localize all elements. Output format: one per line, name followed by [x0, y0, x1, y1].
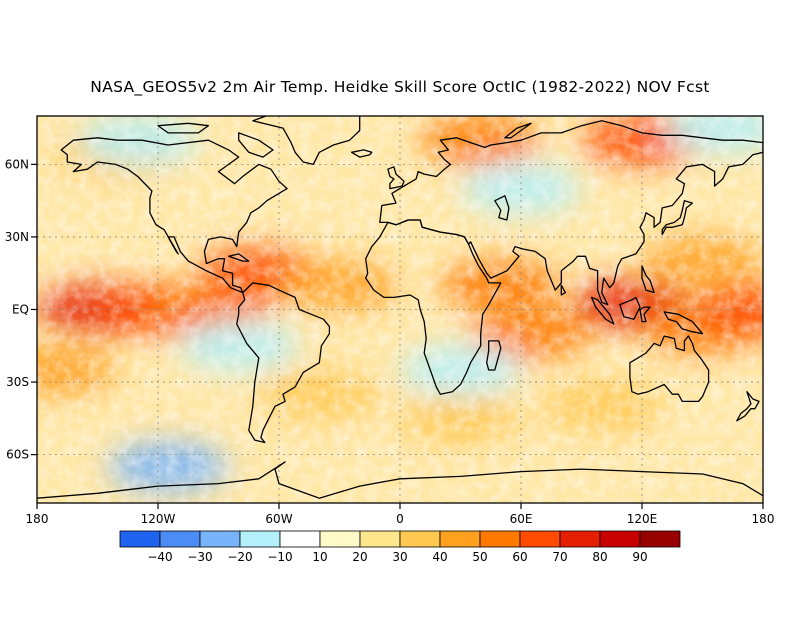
coast-antarctica — [37, 461, 763, 499]
y-tick-label: 60S — [6, 448, 29, 462]
y-tick-label: 60N — [5, 157, 29, 171]
colorbar-label: 10 — [312, 550, 327, 564]
coast-great-britain — [387, 166, 405, 190]
grid-lines — [37, 116, 763, 503]
x-tick-label: 180 — [26, 512, 49, 526]
colorbar-swatch — [439, 530, 481, 548]
coastlines — [37, 116, 763, 499]
coast-eurasia — [379, 120, 763, 306]
chart-title: NASA_GEOS5v2 2m Air Temp. Heidke Skill S… — [90, 78, 710, 96]
coast-australia — [629, 335, 710, 403]
x-tick-label: 60E — [510, 512, 533, 526]
x-tick-label: 60W — [265, 512, 292, 526]
plot-area — [37, 116, 763, 503]
colorbar-label: 80 — [592, 550, 607, 564]
coast-sumatra — [590, 296, 615, 325]
colorbar-label: −20 — [227, 550, 252, 564]
coast-japan — [661, 200, 694, 236]
colorbar-label: 20 — [352, 550, 367, 564]
colorbar-swatch — [279, 530, 321, 548]
colorbar-label: 50 — [472, 550, 487, 564]
colorbar-label: 90 — [632, 550, 647, 564]
y-tick-label: EQ — [12, 303, 29, 317]
colorbar-label: −40 — [147, 550, 172, 564]
x-tick-label: 120E — [627, 512, 658, 526]
colorbar-swatch — [399, 530, 441, 548]
coast-greenland — [252, 116, 361, 166]
colorbar-swatch — [519, 530, 561, 548]
x-tick-label: 0 — [396, 512, 404, 526]
coast-north-america — [60, 137, 288, 294]
colorbar-swatch — [599, 530, 641, 548]
x-axis-ticks: 180 120W 60W 0 60E 120E 180 — [26, 503, 775, 526]
coast-philippines — [641, 265, 655, 294]
colorbar-swatch — [639, 530, 681, 548]
colorbar-swatch — [159, 530, 201, 548]
coast-cuba — [227, 253, 250, 262]
colorbar-label: 70 — [552, 550, 567, 564]
colorbar-label: 40 — [432, 550, 447, 564]
colorbar-label: 30 — [392, 550, 407, 564]
coast-baffin — [238, 132, 274, 158]
coast-new-zealand — [736, 391, 760, 422]
coast-iceland — [350, 149, 373, 158]
coast-novaya-zemlya — [504, 122, 532, 139]
colorbar-swatch — [239, 530, 281, 548]
colorbar-label: 60 — [512, 550, 527, 564]
x-tick-label: 120W — [141, 512, 176, 526]
colorbar-swatch — [199, 530, 241, 548]
coast-new-guinea — [663, 311, 704, 335]
coast-madagascar — [486, 340, 502, 371]
colorbar-swatch — [479, 530, 521, 548]
colorbar-swatch — [559, 530, 601, 548]
colorbar-swatch — [119, 530, 161, 548]
colorbar-swatch — [359, 530, 401, 548]
colorbar-swatch — [319, 530, 361, 548]
coast-africa — [365, 219, 502, 395]
y-tick-label: 30N — [5, 230, 29, 244]
colorbar-label: −10 — [267, 550, 292, 564]
coast-arctic-islands — [157, 122, 210, 134]
coast-borneo — [619, 296, 641, 320]
colorbar: −40 −30 −20 −10 10 20 30 40 50 60 70 80 90 — [119, 530, 681, 564]
coast-south-america — [236, 282, 331, 444]
colorbar-label: −30 — [187, 550, 212, 564]
y-tick-label: 30S — [6, 375, 29, 389]
y-axis-ticks: 60N 30N EQ 30S 60S — [5, 157, 37, 462]
x-tick-label: 180 — [752, 512, 775, 526]
coast-caspian — [494, 195, 510, 221]
coast-sri-lanka — [560, 284, 567, 296]
coast-sulawesi — [639, 306, 651, 323]
